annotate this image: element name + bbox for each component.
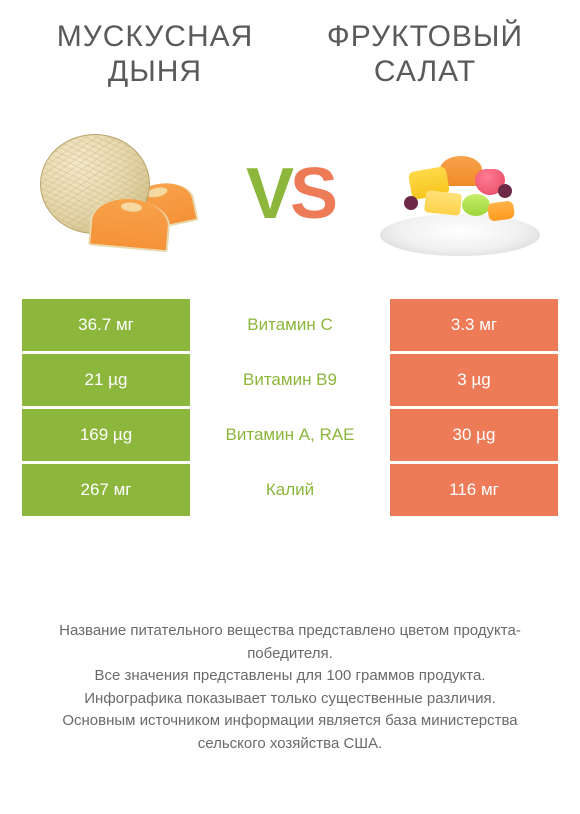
left-image-melon xyxy=(30,114,210,274)
left-value: 21 µg xyxy=(22,354,190,406)
comparison-table: 36.7 мгВитамин C3.3 мг21 µgВитамин B93 µ… xyxy=(0,289,580,516)
left-value: 169 µg xyxy=(22,409,190,461)
fruit-piece-icon xyxy=(424,190,462,216)
melon-slice-icon xyxy=(88,196,172,253)
plate-icon xyxy=(380,214,540,256)
right-value: 3.3 мг xyxy=(390,299,558,351)
footer-line: Инфографика показывает только существенн… xyxy=(28,688,552,711)
left-title: МУСКУСНАЯ ДЫНЯ xyxy=(30,20,280,89)
right-value: 30 µg xyxy=(390,409,558,461)
right-value: 116 мг xyxy=(390,464,558,516)
table-row: 267 мгКалий116 мг xyxy=(22,464,558,516)
nutrient-label: Калий xyxy=(190,464,390,516)
footer-line: Основным источником информации является … xyxy=(28,710,552,755)
fruit-piece-icon xyxy=(498,184,512,198)
hero-row: VS xyxy=(0,89,580,289)
titles-row: МУСКУСНАЯ ДЫНЯ ФРУКТОВЫЙ САЛАТ xyxy=(0,0,580,89)
vs-s: S xyxy=(290,154,334,234)
fruit-piece-icon xyxy=(404,196,418,210)
right-title: ФРУКТОВЫЙ САЛАТ xyxy=(300,20,550,89)
nutrient-label: Витамин B9 xyxy=(190,354,390,406)
vs-v: V xyxy=(246,154,290,234)
footer-line: Все значения представлены для 100 граммо… xyxy=(28,665,552,688)
table-row: 36.7 мгВитамин C3.3 мг xyxy=(22,299,558,351)
footer-notes: Название питательного вещества представл… xyxy=(0,620,580,755)
left-value: 36.7 мг xyxy=(22,299,190,351)
right-value: 3 µg xyxy=(390,354,558,406)
fruit-piece-icon xyxy=(462,194,490,216)
vs-label: VS xyxy=(246,153,334,235)
table-row: 21 µgВитамин B93 µg xyxy=(22,354,558,406)
footer-line: Название питательного вещества представл… xyxy=(28,620,552,665)
table-row: 169 µgВитамин A, RAE30 µg xyxy=(22,409,558,461)
nutrient-label: Витамин C xyxy=(190,299,390,351)
right-image-fruit-salad xyxy=(370,114,550,274)
left-value: 267 мг xyxy=(22,464,190,516)
nutrient-label: Витамин A, RAE xyxy=(190,409,390,461)
